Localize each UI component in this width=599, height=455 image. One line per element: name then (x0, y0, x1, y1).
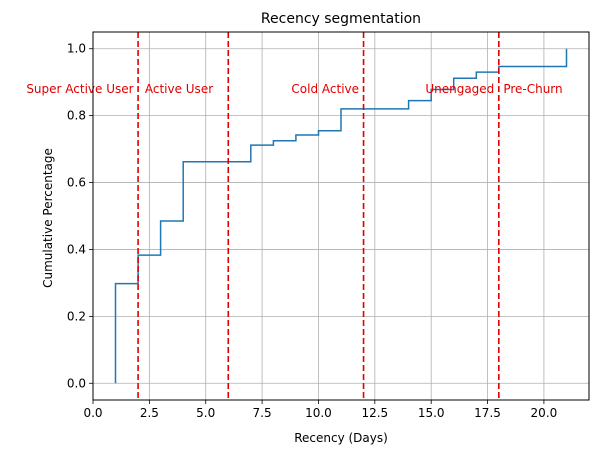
x-tick-label: 7.5 (253, 406, 272, 420)
segment-label: Super Active User (26, 82, 133, 96)
chart-title: Recency segmentation (261, 11, 421, 27)
x-tick-label: 15.0 (418, 406, 445, 420)
y-tick-label: 1.0 (67, 42, 86, 56)
x-tick-label: 5.0 (196, 406, 215, 420)
x-tick-label: 12.5 (361, 406, 388, 420)
y-tick-label: 0.0 (67, 376, 86, 390)
x-axis-label: Recency (Days) (294, 431, 388, 445)
segment-labels: Super Active User Active User Cold Active U… (26, 82, 562, 96)
x-tick-label: 17.5 (474, 406, 501, 420)
ticks: 0.0 2.5 5.0 7.5 10.0 12.5 15.0 17.5 20.0 0.0 0.2 0.… (67, 42, 557, 420)
y-tick-label: 0.4 (67, 242, 86, 256)
y-tick-label: 0.8 (67, 109, 86, 123)
y-tick-label: 0.6 (67, 176, 86, 190)
segment-label: Pre-Churn (503, 82, 562, 96)
series-layer (114, 48, 568, 384)
plot-frame (92, 31, 590, 401)
y-tick-label: 0.2 (67, 309, 86, 323)
segment-label: Unengaged (425, 82, 494, 96)
segment-label: Cold Active (291, 82, 359, 96)
x-tick-label: 0.0 (83, 406, 102, 420)
x-tick-label: 10.0 (305, 406, 332, 420)
series-line (114, 48, 568, 384)
y-axis-label: Cumulative Percentage (41, 148, 55, 288)
x-tick-label: 20.0 (531, 406, 558, 420)
segment-lines (137, 32, 500, 400)
x-tick-label: 2.5 (140, 406, 159, 420)
segment-label: Active User (145, 82, 213, 96)
